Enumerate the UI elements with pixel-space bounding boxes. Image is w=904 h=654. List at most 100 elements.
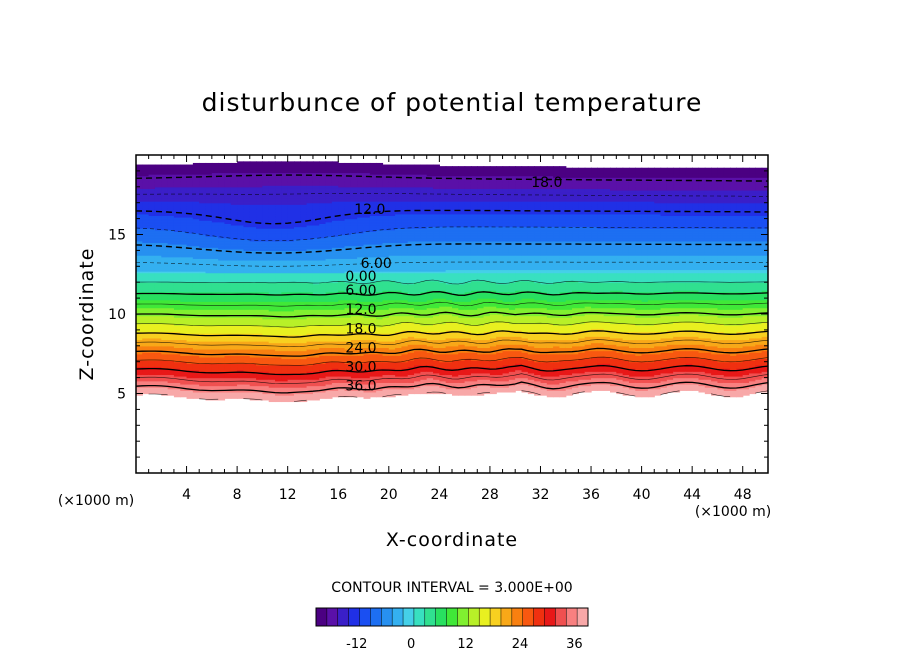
field-cell xyxy=(136,228,143,231)
field-cell xyxy=(180,395,188,398)
field-cell xyxy=(237,280,245,283)
field-cell xyxy=(243,298,251,301)
field-cell xyxy=(218,348,226,352)
field-cell xyxy=(154,217,162,220)
field-cell xyxy=(205,309,213,312)
field-cell xyxy=(199,186,207,189)
field-cell xyxy=(230,296,238,299)
field-cell xyxy=(230,269,238,272)
field-cell xyxy=(199,358,207,361)
field-cell xyxy=(199,244,207,247)
field-cell xyxy=(256,387,263,390)
field-cell xyxy=(218,299,226,302)
field-cell xyxy=(224,224,232,228)
field-cell xyxy=(237,366,245,369)
field-cell xyxy=(142,174,150,177)
field-cell xyxy=(154,391,162,395)
field-cell xyxy=(154,202,162,205)
field-cell xyxy=(205,368,213,371)
field-cell xyxy=(237,356,245,360)
field-cell xyxy=(249,286,257,290)
field-cell xyxy=(218,264,226,267)
field-cell xyxy=(192,382,200,385)
field-cell xyxy=(173,240,181,244)
field-cell xyxy=(136,253,143,256)
field-cell xyxy=(199,259,207,263)
field-cell xyxy=(237,172,245,175)
field-cell xyxy=(173,255,181,258)
field-cell xyxy=(243,182,251,185)
field-cell xyxy=(211,382,219,385)
field-cell xyxy=(148,371,156,374)
field-cell xyxy=(224,383,232,387)
field-cell xyxy=(186,180,194,183)
field-cell xyxy=(136,366,143,369)
field-cell xyxy=(167,189,175,193)
field-cell xyxy=(161,217,169,220)
field-cell xyxy=(237,390,245,393)
field-cell xyxy=(148,248,156,251)
field-cell xyxy=(173,296,181,299)
field-cell xyxy=(218,328,226,331)
field-cell xyxy=(186,242,194,245)
field-cell xyxy=(211,283,219,286)
field-cell xyxy=(148,186,156,189)
field-cell xyxy=(237,329,245,333)
field-cell xyxy=(205,325,213,328)
field-cell xyxy=(249,356,257,360)
field-cell xyxy=(218,301,226,304)
field-cell xyxy=(211,310,219,314)
field-cell xyxy=(142,377,150,380)
field-cell xyxy=(192,251,200,255)
field-cell xyxy=(218,350,226,353)
field-cell xyxy=(256,398,263,401)
field-cell xyxy=(237,237,245,240)
field-cell xyxy=(243,191,251,194)
field-cell xyxy=(230,372,238,376)
field-cell xyxy=(306,161,314,164)
field-cell xyxy=(154,164,162,167)
field-cell xyxy=(136,361,143,364)
field-cell xyxy=(154,263,162,266)
field-cell xyxy=(142,205,150,209)
field-cell xyxy=(192,272,200,275)
field-cell xyxy=(167,205,175,209)
field-cell xyxy=(154,189,162,193)
field-cell xyxy=(205,279,213,282)
field-cell xyxy=(237,228,245,231)
field-cell xyxy=(199,191,207,194)
field-cell xyxy=(186,282,194,285)
field-cell xyxy=(154,172,162,175)
field-cell xyxy=(218,337,226,341)
field-cell xyxy=(211,348,219,352)
field-cell xyxy=(205,239,213,242)
field-cell xyxy=(136,358,143,361)
field-cell xyxy=(154,218,162,221)
field-cell xyxy=(211,217,219,220)
field-cell xyxy=(148,199,156,202)
field-cell xyxy=(249,358,257,361)
field-cell xyxy=(154,318,162,321)
field-cell xyxy=(211,385,219,388)
field-cell xyxy=(211,261,219,264)
field-cell xyxy=(205,188,213,191)
field-cell xyxy=(205,391,213,395)
field-cell xyxy=(199,256,207,259)
field-cell xyxy=(142,285,150,288)
field-cell xyxy=(186,240,194,244)
field-cell xyxy=(205,363,213,366)
field-cell xyxy=(154,215,162,218)
field-cell xyxy=(199,170,207,174)
field-cell xyxy=(230,197,238,201)
field-cell xyxy=(199,162,207,166)
field-cell xyxy=(192,285,200,288)
field-cell xyxy=(180,348,188,352)
field-cell xyxy=(148,266,156,269)
field-cell xyxy=(243,345,251,348)
field-cell xyxy=(192,323,200,326)
field-cell xyxy=(167,309,175,312)
field-cell xyxy=(154,223,162,226)
field-cell xyxy=(148,344,156,347)
field-cell xyxy=(243,232,251,236)
field-cell xyxy=(173,237,181,240)
